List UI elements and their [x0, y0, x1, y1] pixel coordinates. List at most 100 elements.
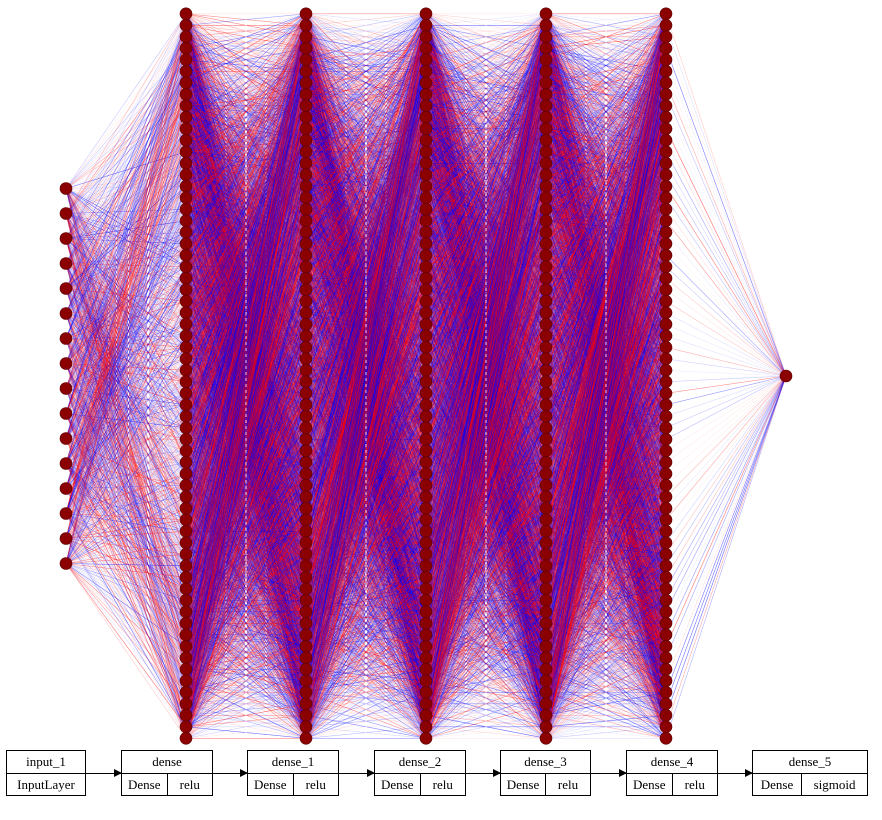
weight-edge	[65, 238, 187, 704]
weight-edge	[65, 213, 187, 658]
weight-edge	[65, 238, 187, 302]
weight-edge	[65, 213, 187, 256]
weight-edge	[65, 263, 187, 601]
weight-edge	[65, 263, 187, 589]
weight-edge	[65, 188, 187, 704]
weight-edge	[65, 59, 187, 239]
weight-edge	[65, 59, 187, 189]
weight-edge	[65, 288, 187, 440]
weight-edge	[65, 13, 187, 189]
weight-edge	[65, 151, 187, 214]
weight-edge	[65, 238, 187, 532]
weight-edge	[65, 238, 187, 520]
weight-edge	[65, 117, 187, 214]
weight-edge	[65, 140, 187, 264]
weight-edge	[65, 71, 187, 189]
weight-edge	[65, 213, 187, 463]
weight-edge	[65, 288, 187, 348]
weight-edge	[65, 263, 187, 647]
weight-edge	[65, 263, 187, 348]
weight-edge	[65, 188, 187, 716]
weight-edge	[65, 82, 187, 239]
weight-edge	[65, 213, 187, 268]
weight-edge	[65, 188, 187, 428]
weight-edge	[65, 105, 187, 289]
weight-edge	[65, 105, 187, 239]
weight-edge	[65, 94, 187, 264]
weight-edge	[65, 263, 187, 486]
weight-edge	[65, 188, 187, 739]
weight-edge	[65, 188, 187, 497]
weight-edge	[65, 263, 187, 693]
network-graph	[59, 7, 793, 745]
weight-edge	[65, 186, 187, 189]
weight-edge	[65, 238, 187, 739]
weight-edge	[65, 209, 187, 289]
weight-edge	[65, 71, 187, 214]
weight-edge	[65, 140, 187, 214]
weight-edge	[65, 117, 187, 189]
weight-edge	[65, 263, 187, 658]
weight-edge	[65, 188, 187, 624]
weight-edge	[65, 238, 187, 497]
weight-edge	[65, 263, 187, 612]
weight-edge	[65, 174, 187, 239]
weight-edge	[65, 213, 187, 497]
weight-edge	[65, 263, 187, 681]
weight-edge	[65, 263, 187, 704]
weight-edge	[65, 128, 187, 264]
weight-edge	[65, 94, 187, 239]
weight-edge	[65, 213, 187, 716]
weight-edge	[65, 263, 187, 463]
weight-edge	[65, 238, 187, 360]
weight-edge	[65, 94, 187, 189]
weight-edge	[65, 288, 187, 325]
weight-edge	[65, 278, 187, 289]
weight-edge	[65, 238, 187, 279]
weight-edge	[65, 263, 187, 337]
weight-edge	[65, 263, 187, 268]
weight-edge	[65, 288, 187, 658]
weight-edge	[65, 220, 187, 239]
weight-edge	[65, 25, 187, 214]
weight-edge	[65, 213, 187, 222]
weight-edge	[65, 213, 187, 486]
weight-edge	[65, 128, 187, 289]
weight-edge	[65, 48, 187, 189]
weight-edge	[65, 188, 187, 371]
weight-edge	[65, 105, 187, 189]
weight-edge	[65, 213, 187, 624]
weight-edge	[65, 188, 187, 222]
weight-edge	[65, 263, 187, 543]
weight-edge	[65, 128, 187, 189]
weight-edge	[65, 174, 187, 189]
weight-edge	[65, 238, 187, 348]
weight-edge	[65, 163, 187, 239]
weight-edge	[65, 238, 187, 337]
weight-edge	[65, 213, 187, 371]
weight-edge	[65, 213, 187, 279]
weight-edge	[65, 25, 187, 239]
weight-edge	[65, 238, 187, 612]
weight-edge	[65, 36, 187, 239]
weight-edge	[65, 220, 187, 264]
weight-edge	[65, 13, 187, 214]
weight-edge	[65, 25, 187, 289]
weight-edge	[65, 188, 187, 359]
weight-edge	[65, 71, 187, 289]
weight-edge	[65, 188, 187, 325]
weight-edge	[65, 36, 187, 264]
weight-edge	[65, 263, 187, 716]
weight-edge	[65, 188, 187, 578]
weight-edge	[65, 82, 187, 189]
weight-edge	[65, 263, 187, 509]
weight-edge	[65, 238, 187, 245]
weight-edge	[65, 288, 187, 383]
weight-edge	[65, 197, 187, 214]
weight-edge	[65, 25, 187, 189]
weight-edge	[65, 263, 187, 566]
weight-edge	[65, 288, 187, 693]
weight-edge	[65, 188, 187, 463]
weight-edge	[65, 213, 187, 302]
weight-edge	[65, 238, 187, 451]
